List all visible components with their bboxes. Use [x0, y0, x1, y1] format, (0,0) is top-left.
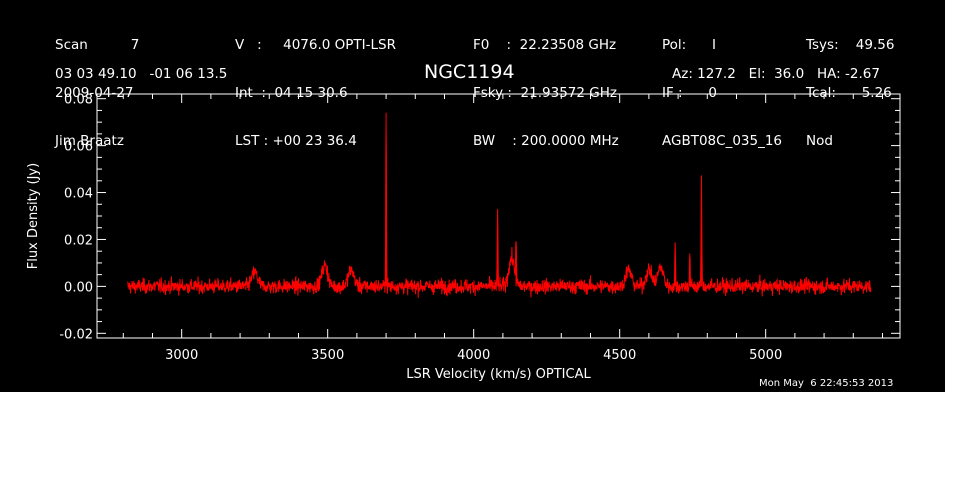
- x-axis-label: LSR Velocity (km/s) OPTICAL: [406, 367, 591, 382]
- plot-panel: Scan 7 2009-04-27 Jim Braatz V : 4076.0 …: [0, 0, 945, 392]
- x-tick-label: 4000: [457, 348, 490, 363]
- y-tick-label: 0.06: [64, 140, 93, 155]
- header-col-system: Tsys: 49.56 Tcal: 5.26 Nod: [806, 5, 894, 181]
- header-col-polarization: Pol: I IF : 0 AGBT08C_035_16: [662, 5, 782, 181]
- spectrum-chart: 3000 3500 4000 4500 5000 -0.02 0.00 0.02 0.04 0.0…: [26, 93, 901, 382]
- date-label: 2009-04-27: [55, 85, 134, 101]
- procedure-label: Nod: [806, 133, 833, 149]
- y-tick-label: 0.02: [64, 233, 93, 248]
- x-tick-label: 5000: [749, 348, 782, 363]
- polarization-label: Pol: I: [662, 37, 716, 53]
- plot-frame: [96, 93, 901, 339]
- if-label: IF : 0: [662, 85, 717, 101]
- y-tick-label: -0.02: [59, 327, 93, 342]
- source-name: NGC1194: [424, 61, 515, 83]
- tcal-label: Tcal: 5.26: [806, 85, 892, 101]
- bandwidth-label: BW : 200.0000 MHz: [473, 133, 619, 149]
- header-col-velocity: V : 4076.0 OPTI-LSR Int : 04 15 30.6 LST…: [235, 5, 396, 181]
- pointing-info: Az: 127.2 El: 36.0 HA: -2.67: [672, 66, 880, 82]
- source-coordinates: 03 03 49.10 -01 06 13.5: [55, 66, 228, 82]
- timestamp: Mon May 6 22:45:53 2013: [759, 378, 894, 389]
- y-axis-label: Flux Density (Jy): [26, 163, 41, 269]
- observer-label: Jim Braatz: [55, 133, 124, 149]
- y-tick-label: 0.04: [64, 187, 93, 202]
- x-tick-label: 3000: [165, 348, 198, 363]
- header-col-scan: Scan 7 2009-04-27 Jim Braatz: [55, 5, 139, 181]
- sky-frequency-label: Fsky : 21.93572 GHz: [473, 85, 617, 101]
- x-tick-label: 3500: [311, 348, 344, 363]
- velocity-label: V : 4076.0 OPTI-LSR: [235, 37, 396, 53]
- x-tick-label: 4500: [603, 348, 636, 363]
- header-col-frequency: F0 : 22.23508 GHz Fsky : 21.93572 GHz BW…: [473, 5, 619, 181]
- spectrum-series-line: [127, 112, 872, 298]
- y-tick-label: 0.00: [64, 280, 93, 295]
- project-label: AGBT08C_035_16: [662, 133, 783, 149]
- y-tick-label: 0.08: [64, 93, 93, 108]
- scan-label: Scan 7: [55, 37, 140, 53]
- integration-label: Int : 04 15 30.6: [235, 85, 348, 101]
- lst-label: LST : +00 23 36.4: [235, 133, 357, 149]
- tsys-label: Tsys: 49.56: [806, 37, 895, 53]
- rest-frequency-label: F0 : 22.23508 GHz: [473, 37, 617, 53]
